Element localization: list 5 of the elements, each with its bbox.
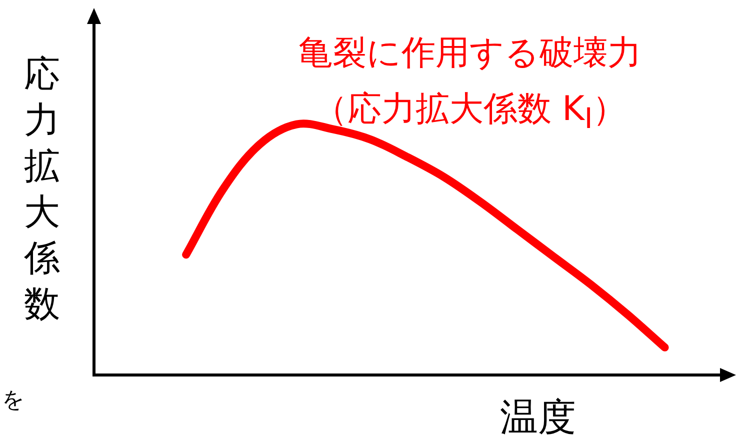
x-axis-title: 温度 (500, 394, 576, 441)
chart-subtitle: （応力拡大係数 K$_{I}$） (312, 88, 628, 135)
chart-title: 亀裂に作用する破壊力 (298, 32, 642, 75)
text: を (2, 387, 25, 415)
y-axis-title: 応力拡大係数 (23, 53, 61, 327)
